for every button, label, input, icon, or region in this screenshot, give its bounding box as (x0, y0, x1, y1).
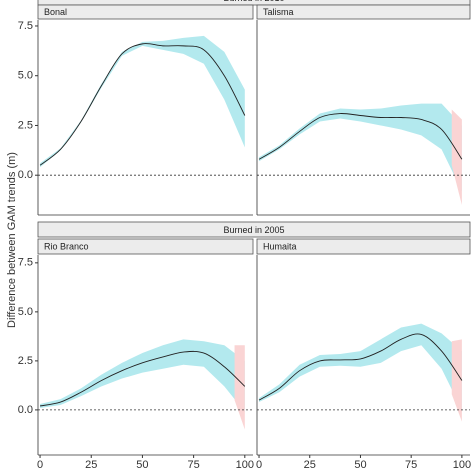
panel-strip (37, 4, 254, 20)
y-tick-label: 2.5 (18, 119, 33, 131)
x-tick-label: 50 (354, 459, 366, 471)
trend-line (39, 43, 246, 166)
panel-strip-label: Talisma (263, 7, 294, 17)
panel-strip (256, 238, 471, 255)
x-tick-label: 100 (236, 459, 254, 471)
confidence-band (40, 35, 245, 168)
group-strip-label: Burned in 2005 (223, 225, 284, 235)
panel-strip (37, 238, 254, 255)
x-tick-label: 0 (256, 459, 262, 471)
y-tick-label: 2.5 (18, 355, 33, 367)
group-strip (37, 0, 471, 6)
red-band (451, 339, 462, 422)
y-tick-label: 7.5 (18, 20, 33, 32)
red-band (234, 345, 245, 430)
group-strip (37, 221, 471, 238)
y-tick-label: 0.0 (18, 404, 33, 416)
x-tick-label: 100 (453, 459, 471, 471)
panel-strip-label: Bonal (44, 7, 67, 17)
confidence-band (259, 103, 462, 192)
trend-line (258, 113, 463, 160)
x-tick-label: 50 (136, 459, 148, 471)
x-tick-label: 0 (37, 459, 43, 471)
confidence-band (40, 339, 245, 412)
panel-strip-label: Rio Branco (44, 241, 89, 251)
group-strip-label: Burned in 2010 (223, 0, 284, 3)
x-tick-label: 25 (304, 459, 316, 471)
y-tick-label: 5.0 (18, 70, 33, 82)
panel-strip-label: Humaita (263, 241, 297, 251)
y-tick-label: 0.0 (18, 169, 33, 181)
panel-strip (256, 4, 471, 20)
trend-line (258, 333, 463, 401)
x-tick-label: 75 (187, 459, 199, 471)
x-tick-label: 75 (405, 459, 417, 471)
red-band (451, 109, 462, 206)
confidence-band (259, 323, 462, 410)
y-tick-label: 7.5 (18, 257, 33, 269)
trend-line (39, 350, 246, 407)
x-tick-label: 25 (85, 459, 97, 471)
y-tick-label: 5.0 (18, 306, 33, 318)
y-axis-title: Difference between GAM trends (m) (6, 152, 18, 328)
